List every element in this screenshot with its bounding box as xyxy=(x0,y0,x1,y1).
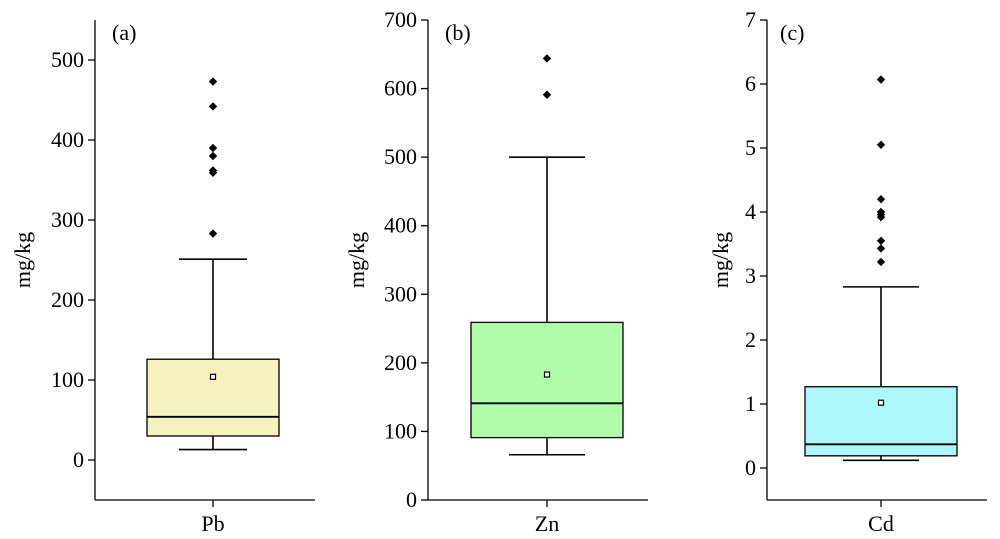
outlier-point xyxy=(208,229,218,238)
y-tick-label: 200 xyxy=(384,350,417,375)
iqr-box xyxy=(804,386,958,457)
outlier-point xyxy=(876,140,886,149)
outlier-point xyxy=(876,244,886,253)
y-tick-label: 300 xyxy=(51,207,84,232)
y-axis-title: mg/kg xyxy=(708,232,733,288)
y-tick-label: 7 xyxy=(745,7,756,32)
outlier-point xyxy=(542,90,552,99)
x-axis-label: Cd xyxy=(868,511,894,536)
x-axis-label: Pb xyxy=(201,511,224,536)
y-tick-label: 500 xyxy=(51,47,84,72)
y-axis-title: mg/kg xyxy=(344,232,369,288)
outlier-point xyxy=(208,151,218,161)
y-tick-label: 400 xyxy=(51,127,84,152)
panel-cd: 0 1 2 3 4 5 6 7 Cd mg/kg (c) xyxy=(708,7,987,536)
panel-pb: 0 100 200 300 400 500 Pb mg/kg (a) xyxy=(10,20,315,536)
panel-zn: 0 100 200 300 400 500 600 700 Zn mg/kg (b) xyxy=(344,7,648,536)
outlier-point xyxy=(208,166,218,175)
panel-label: (b) xyxy=(445,20,471,45)
y-tick-label: 500 xyxy=(384,144,417,169)
y-axis-title: mg/kg xyxy=(10,232,35,288)
y-tick-label: 1 xyxy=(745,391,756,416)
y-tick-label: 0 xyxy=(406,487,417,512)
panel-label: (a) xyxy=(112,20,136,45)
outlier-point xyxy=(876,207,886,217)
outlier-point xyxy=(542,54,552,63)
outlier-point xyxy=(876,257,886,267)
iqr-box xyxy=(470,321,624,439)
outlier-point xyxy=(208,102,218,111)
outlier-point xyxy=(208,77,218,86)
y-tick-label: 200 xyxy=(51,287,84,312)
y-tick-label: 300 xyxy=(384,281,417,306)
y-tick-label: 2 xyxy=(745,327,756,352)
y-tick-label: 0 xyxy=(745,455,756,480)
panel-label: (c) xyxy=(780,20,804,45)
y-tick-label: 100 xyxy=(384,418,417,443)
mean-marker xyxy=(543,371,551,378)
mean-marker xyxy=(209,373,217,380)
y-tick-label: 400 xyxy=(384,213,417,238)
y-tick-label: 6 xyxy=(745,71,756,96)
y-tick-label: 0 xyxy=(73,447,84,472)
mean-marker xyxy=(877,399,885,406)
outlier-point xyxy=(876,236,886,245)
y-tick-label: 700 xyxy=(384,7,417,32)
y-tick-label: 3 xyxy=(745,263,756,288)
y-tick-label: 100 xyxy=(51,367,84,392)
outlier-point xyxy=(876,195,886,204)
x-axis-label: Zn xyxy=(535,511,559,536)
outlier-point xyxy=(208,143,218,153)
iqr-box xyxy=(146,358,280,437)
y-tick-label: 4 xyxy=(745,199,756,224)
y-tick-label: 600 xyxy=(384,76,417,101)
y-tick-label: 5 xyxy=(745,135,756,160)
outlier-point xyxy=(876,75,886,84)
